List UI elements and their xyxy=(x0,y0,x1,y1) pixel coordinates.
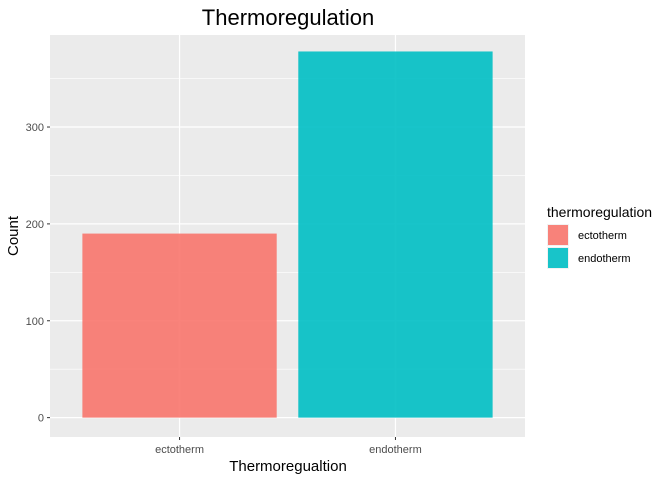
x-tick-label: endotherm xyxy=(369,444,422,456)
legend-swatch-ectotherm xyxy=(548,225,568,245)
bar-ectotherm xyxy=(82,233,277,418)
chart-title: Thermoregulation xyxy=(202,5,374,30)
y-axis-ticks: 0 100 200 300 xyxy=(26,122,50,425)
x-axis-title: Thermoregualtion xyxy=(229,458,347,475)
legend-label-ectotherm: ectotherm xyxy=(578,230,627,242)
y-tick-label: 300 xyxy=(26,122,44,134)
bar-endotherm xyxy=(298,51,493,418)
x-tick-label: ectotherm xyxy=(155,444,204,456)
y-tick-label: 200 xyxy=(26,219,44,231)
y-tick-label: 0 xyxy=(38,413,44,425)
y-axis-title: Count xyxy=(5,215,22,256)
legend-label-endotherm: endotherm xyxy=(578,253,631,265)
bars xyxy=(82,51,493,418)
x-axis-ticks: ectotherm endotherm xyxy=(155,437,422,456)
y-tick-label: 100 xyxy=(26,316,44,328)
legend-title: thermoregulation xyxy=(547,204,652,220)
legend: thermoregulation ectotherm endotherm xyxy=(547,204,652,269)
legend-swatch-endotherm xyxy=(548,248,568,268)
